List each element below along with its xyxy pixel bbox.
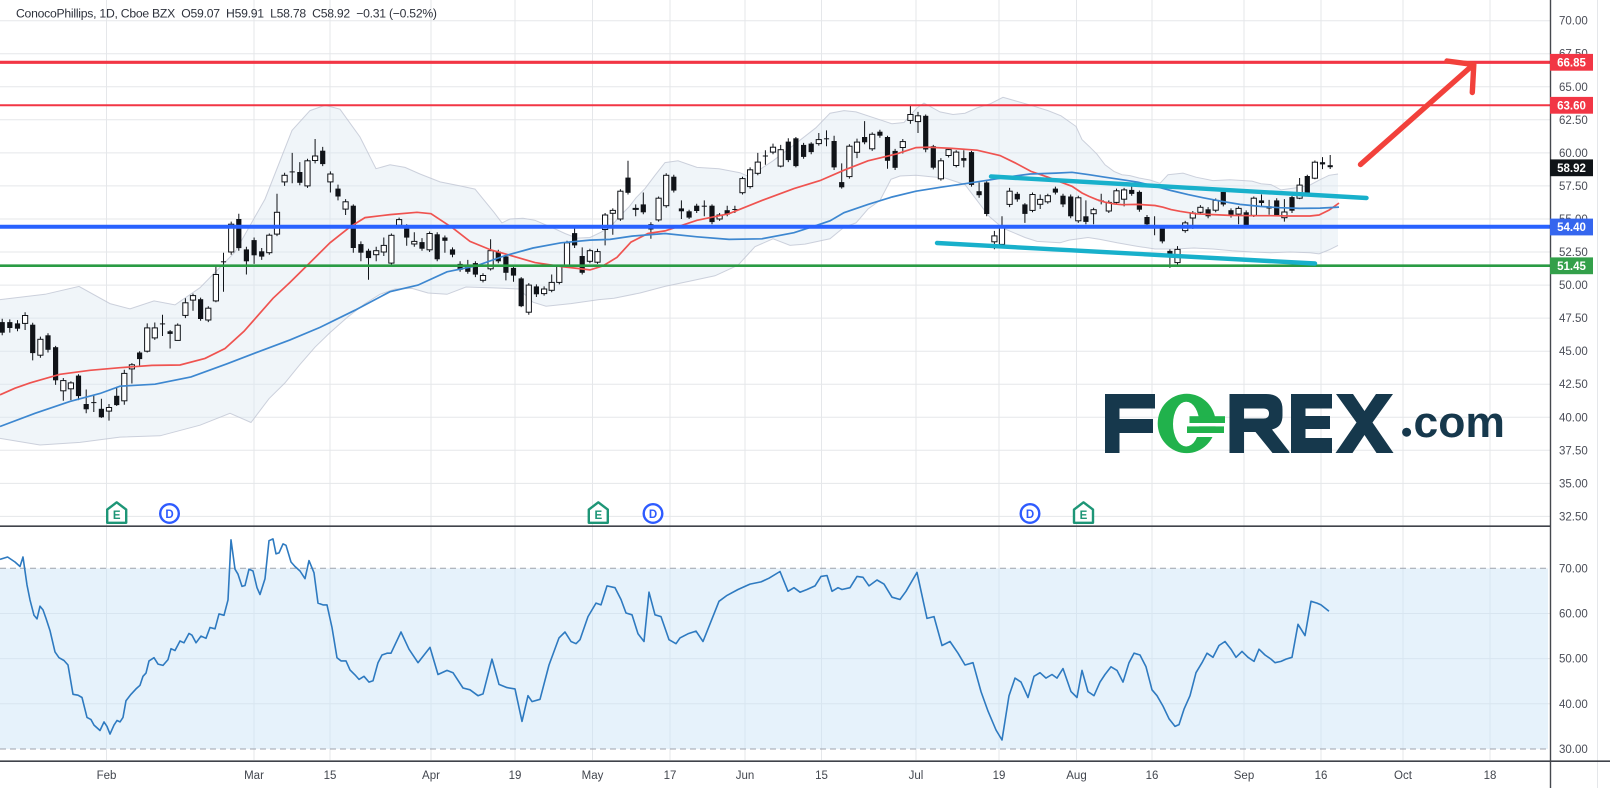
svg-text:62.50: 62.50 bbox=[1559, 115, 1588, 127]
svg-text:30.00: 30.00 bbox=[1559, 744, 1588, 756]
svg-text:15: 15 bbox=[815, 770, 828, 782]
svg-text:47.50: 47.50 bbox=[1559, 313, 1588, 325]
svg-text:Sep: Sep bbox=[1234, 770, 1254, 782]
svg-text:40.00: 40.00 bbox=[1559, 699, 1588, 711]
svg-text:18: 18 bbox=[1484, 770, 1497, 782]
svg-text:ConocoPhillips, 1D, Cboe BZX: ConocoPhillips, 1D, Cboe BZX O59.07 H59.… bbox=[16, 7, 437, 21]
svg-text:E: E bbox=[594, 510, 602, 522]
svg-text:D: D bbox=[165, 509, 173, 521]
svg-text:Apr: Apr bbox=[422, 770, 440, 782]
svg-text:51.45: 51.45 bbox=[1557, 261, 1586, 273]
svg-text:35.00: 35.00 bbox=[1559, 478, 1588, 490]
svg-text:60.00: 60.00 bbox=[1559, 609, 1588, 621]
svg-text:15: 15 bbox=[324, 770, 337, 782]
svg-text:37.50: 37.50 bbox=[1559, 445, 1588, 457]
svg-text:com: com bbox=[1414, 398, 1506, 447]
svg-text:19: 19 bbox=[509, 770, 522, 782]
svg-text:Jul: Jul bbox=[909, 770, 924, 782]
svg-text:65.00: 65.00 bbox=[1559, 82, 1588, 94]
svg-text:52.50: 52.50 bbox=[1559, 247, 1588, 259]
svg-text:42.50: 42.50 bbox=[1559, 379, 1588, 391]
svg-text:Jun: Jun bbox=[736, 770, 755, 782]
svg-text:32.50: 32.50 bbox=[1559, 511, 1588, 523]
svg-text:63.60: 63.60 bbox=[1557, 101, 1586, 113]
svg-text:Mar: Mar bbox=[244, 770, 264, 782]
svg-text:Feb: Feb bbox=[97, 770, 117, 782]
svg-text:50.00: 50.00 bbox=[1559, 654, 1588, 666]
svg-text:70.00: 70.00 bbox=[1559, 563, 1588, 575]
svg-text:50.00: 50.00 bbox=[1559, 280, 1588, 292]
svg-text:70.00: 70.00 bbox=[1559, 16, 1588, 28]
svg-text:E: E bbox=[1080, 510, 1088, 522]
svg-text:19: 19 bbox=[993, 770, 1006, 782]
svg-text:40.00: 40.00 bbox=[1559, 412, 1588, 424]
svg-text:45.00: 45.00 bbox=[1559, 346, 1588, 358]
svg-text:16: 16 bbox=[1315, 770, 1328, 782]
svg-text:D: D bbox=[1026, 509, 1034, 521]
svg-text:17: 17 bbox=[664, 770, 677, 782]
svg-text:E: E bbox=[113, 510, 121, 522]
svg-text:16: 16 bbox=[1146, 770, 1159, 782]
svg-text:57.50: 57.50 bbox=[1559, 181, 1588, 193]
svg-text:54.40: 54.40 bbox=[1557, 222, 1586, 234]
svg-text:Oct: Oct bbox=[1394, 770, 1413, 782]
svg-text:May: May bbox=[582, 770, 604, 782]
svg-text:58.92: 58.92 bbox=[1557, 163, 1586, 175]
svg-text:D: D bbox=[649, 509, 657, 521]
svg-text:Aug: Aug bbox=[1066, 770, 1086, 782]
svg-text:60.00: 60.00 bbox=[1559, 148, 1588, 160]
svg-text:66.85: 66.85 bbox=[1557, 58, 1586, 70]
